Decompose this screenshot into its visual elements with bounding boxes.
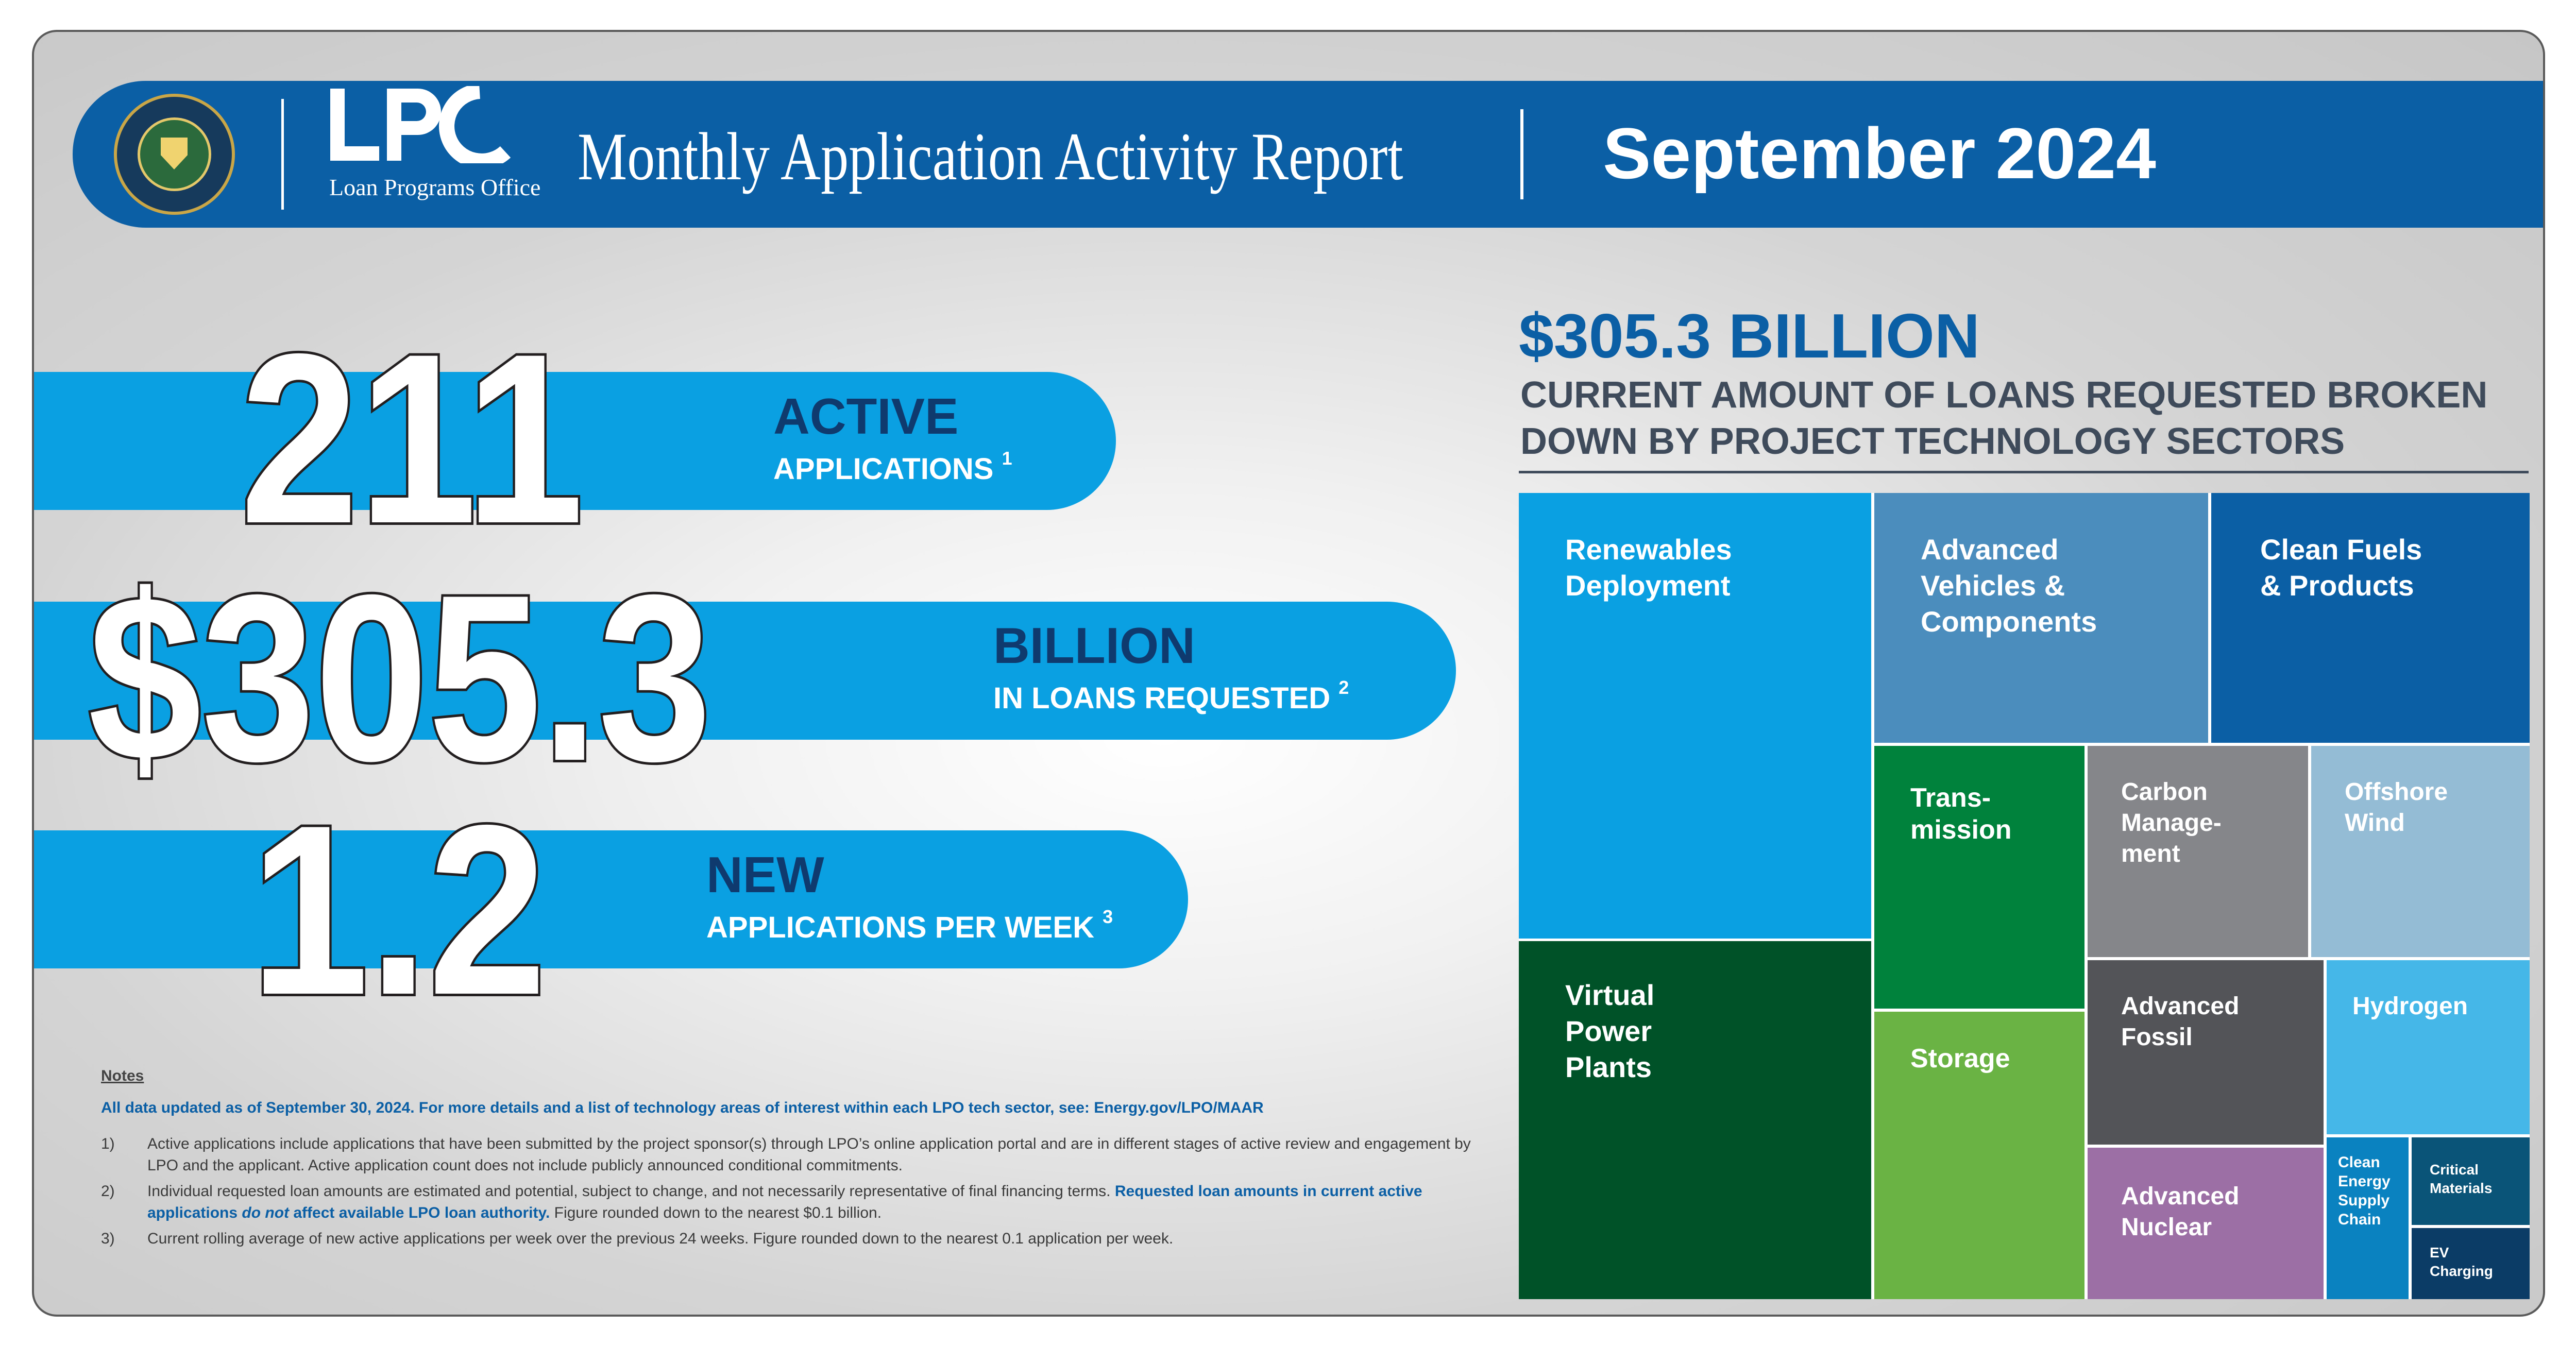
lpo-subtitle: Loan Programs Office xyxy=(329,174,541,200)
stat-band-new xyxy=(34,830,1188,968)
lpo-logo-icon xyxy=(330,86,511,163)
report-title: Monthly Application Activity Report xyxy=(578,118,1403,194)
stat-band-billion xyxy=(34,602,1456,740)
header-banner: Loan Programs Office Monthly Application… xyxy=(73,81,2543,228)
stat-value-billion: $305.3 xyxy=(86,546,714,810)
note-item: 2) Individual requested loan amounts are… xyxy=(101,1183,1422,1221)
tile-offshore-wind: Offshore Wind xyxy=(2311,746,2530,957)
stat-sublabel-new: APPLICATIONS PER WEEK 3 xyxy=(706,906,1113,944)
sector-treemap: Renewables Deployment Virtual Power Plan… xyxy=(1519,493,2530,1299)
tile-advanced-vehicles: Advanced Vehicles & Components xyxy=(1874,493,2208,743)
tile-critical-materials: Critical Materials xyxy=(2412,1137,2530,1225)
report-date: September 2024 xyxy=(1603,113,2156,194)
stat-sublabel-active: APPLICATIONS 1 xyxy=(773,448,1012,486)
stat-value-new: 1.2 xyxy=(248,775,549,1045)
tile-storage: Storage xyxy=(1874,1012,2084,1299)
sector-total-amount: $305.3 BILLION xyxy=(1519,301,1980,371)
notes-heading: Notes xyxy=(101,1067,144,1084)
tile-advanced-nuclear: Advanced Nuclear xyxy=(2088,1148,2324,1299)
tile-clean-energy-supply-chain: Clean Energy Supply Chain xyxy=(2327,1137,2409,1299)
tile-advanced-fossil: Advanced Fossil xyxy=(2088,960,2324,1145)
notes-section: Notes All data updated as of September 3… xyxy=(101,1067,1492,1254)
stat-label-billion: BILLION xyxy=(993,617,1195,674)
header-divider xyxy=(1520,109,1523,199)
section-rule xyxy=(1519,471,2529,473)
stat-label-new: NEW xyxy=(706,846,824,903)
note-item: 1) Active applications include applicati… xyxy=(101,1135,1471,1174)
stat-band-active xyxy=(34,372,1116,510)
tile-renewables: Renewables Deployment xyxy=(1519,493,1871,939)
report-card: Loan Programs Office Monthly Application… xyxy=(32,30,2545,1317)
tile-clean-fuels: Clean Fuels & Products xyxy=(2211,493,2530,743)
header-divider xyxy=(281,99,284,210)
sector-description: CURRENT AMOUNT OF LOANS REQUESTED BROKEN… xyxy=(1520,374,2488,462)
notes-intro: All data updated as of September 30, 202… xyxy=(101,1099,1264,1116)
tile-hydrogen: Hydrogen xyxy=(2327,960,2530,1134)
stat-sublabel-billion: IN LOANS REQUESTED 2 xyxy=(993,677,1349,715)
note-item: 3) Current rolling average of new active… xyxy=(101,1230,1174,1247)
doe-seal-icon xyxy=(114,94,235,215)
stat-label-active: ACTIVE xyxy=(773,388,959,445)
stat-value-active: 211 xyxy=(238,303,586,574)
tile-transmission: Trans- mission xyxy=(1874,746,2084,1009)
tile-ev-charging: EV Charging xyxy=(2412,1228,2530,1299)
tile-virtual-power-plants: Virtual Power Plants xyxy=(1519,941,1871,1299)
tile-carbon-management: Carbon Manage- ment xyxy=(2088,746,2308,957)
